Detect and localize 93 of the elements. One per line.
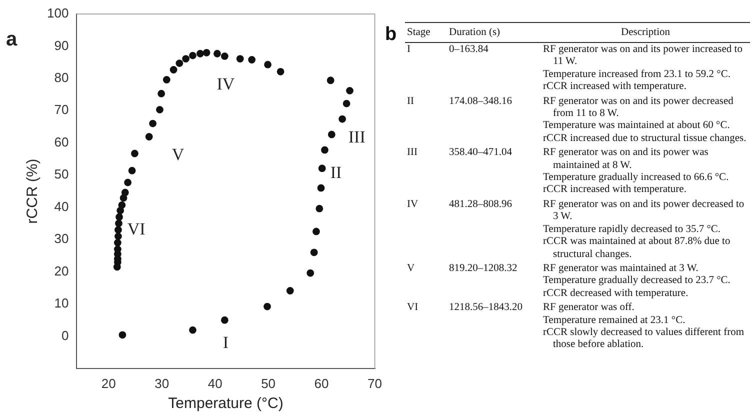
text: 174.08–348.16 bbox=[449, 96, 513, 108]
point bbox=[114, 226, 122, 234]
point bbox=[170, 66, 178, 74]
point bbox=[118, 331, 126, 339]
category-label: Duration (s) bbox=[448, 26, 502, 40]
text: RF generator was on and its power decreased from 11 to 8 W. Temperature was maintained at about 60 °C. rCCR increased due to structural tissue changes. bbox=[543, 96, 748, 146]
category-label: Description bbox=[620, 26, 671, 40]
y-tick-label: 0 bbox=[61, 328, 69, 343]
text: a bbox=[6, 28, 18, 51]
x-tick-label: 50 bbox=[261, 376, 276, 391]
y-tick-label: 70 bbox=[54, 102, 69, 118]
text: 0–163.84 bbox=[449, 44, 490, 56]
point bbox=[115, 220, 122, 228]
x-tick-label: 70 bbox=[368, 376, 382, 391]
point bbox=[145, 133, 153, 140]
x-tick-label: 30 bbox=[154, 376, 170, 391]
x-tick-label: 40 bbox=[208, 376, 222, 391]
point bbox=[317, 184, 325, 192]
point bbox=[248, 56, 256, 64]
point bbox=[114, 239, 122, 246]
point bbox=[156, 106, 164, 114]
point bbox=[176, 60, 184, 67]
point bbox=[182, 55, 190, 62]
text: I bbox=[407, 44, 412, 56]
point bbox=[114, 232, 122, 240]
point bbox=[316, 204, 324, 212]
text: 358.40–471.04 bbox=[449, 147, 513, 160]
point bbox=[149, 120, 157, 128]
point bbox=[236, 55, 244, 62]
annotation: IV bbox=[216, 74, 236, 94]
text: RF generator was on and its power decreased to 3 W. Temperature rapidly decreased to 35.7 °C. rCCR was maintained at about 87.8% due to structural changes. bbox=[543, 198, 746, 261]
point bbox=[220, 316, 228, 324]
text: RF generator was maintained at 3 W. Temperature gradually decreased to 23.7 °C. rCCR decreased with temperature. bbox=[543, 262, 732, 300]
text: IV bbox=[407, 198, 420, 212]
point bbox=[328, 130, 336, 138]
text: 1218.56–1843.20 bbox=[449, 302, 524, 315]
point bbox=[124, 178, 132, 186]
point bbox=[310, 248, 318, 256]
point bbox=[342, 100, 350, 108]
text: RF generator was on and its power increased to 11 W. Temperature increased from 23.1 to 59.2 °C. rCCR increased with temperature. bbox=[543, 44, 744, 94]
point bbox=[162, 76, 170, 84]
text: V bbox=[407, 262, 416, 276]
y-axis-title: rCCR (%) bbox=[24, 158, 42, 224]
y-tick-label: 60 bbox=[54, 134, 69, 150]
point bbox=[338, 115, 346, 123]
x-axis-title: Temperature (°C) bbox=[168, 395, 284, 412]
point bbox=[202, 48, 210, 56]
annotation: VI bbox=[127, 220, 146, 239]
point bbox=[286, 287, 294, 294]
annotation: V bbox=[172, 145, 185, 164]
point bbox=[264, 60, 272, 68]
point bbox=[116, 213, 123, 221]
point bbox=[346, 86, 354, 94]
y-tick-label: 90 bbox=[54, 38, 69, 53]
point bbox=[120, 194, 128, 202]
point bbox=[116, 206, 124, 214]
point bbox=[189, 52, 196, 60]
point bbox=[220, 52, 228, 60]
point bbox=[214, 50, 221, 58]
point bbox=[128, 166, 136, 174]
text: 481.28–808.96 bbox=[449, 198, 513, 212]
text: RF generator was off. Temperature remained at 23.1 °C. rCCR slowly decreased to values different from those before ablation. bbox=[543, 302, 746, 352]
y-tick-label: 30 bbox=[54, 231, 69, 246]
point bbox=[113, 263, 121, 271]
point bbox=[264, 302, 271, 310]
annotation: II bbox=[330, 162, 342, 182]
point bbox=[312, 228, 320, 236]
text: VI bbox=[407, 302, 420, 315]
text: II bbox=[407, 96, 415, 108]
annotation: I bbox=[222, 333, 229, 352]
text: 819.20–1208.32 bbox=[449, 262, 518, 276]
x-tick-label: 60 bbox=[314, 376, 329, 391]
y-tick-label: 80 bbox=[54, 70, 69, 86]
annotation: III bbox=[348, 128, 366, 147]
text: b bbox=[385, 24, 397, 46]
point bbox=[158, 90, 166, 98]
x-tick-label: 20 bbox=[101, 376, 116, 391]
y-tick-label: 20 bbox=[54, 263, 69, 278]
point bbox=[306, 269, 314, 277]
point bbox=[196, 50, 204, 58]
point bbox=[131, 150, 138, 158]
y-tick-label: 40 bbox=[54, 198, 69, 214]
point bbox=[326, 76, 334, 84]
point bbox=[318, 164, 326, 172]
y-tick-label: 50 bbox=[54, 166, 69, 182]
text: RF generator was on and its power was maintained at 8 W. Temperature gradually increased to 66.6 °C. rCCR increased with temperature. bbox=[543, 147, 730, 197]
text: III bbox=[407, 147, 418, 160]
y-tick-label: 10 bbox=[54, 296, 69, 311]
y-tick-label: 100 bbox=[46, 6, 69, 21]
point bbox=[321, 146, 328, 154]
point bbox=[189, 326, 196, 334]
point bbox=[276, 68, 284, 76]
category-label: Stage bbox=[406, 26, 432, 40]
